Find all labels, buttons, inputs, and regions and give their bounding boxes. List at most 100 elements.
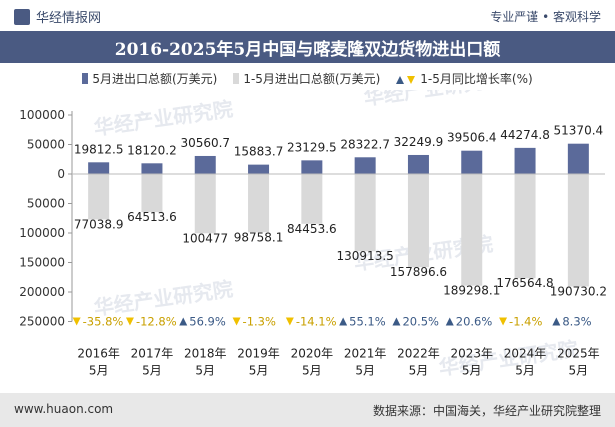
x-tick-label: 2024年 — [504, 347, 547, 361]
cumulative-value-label: 84453.6 — [287, 222, 337, 236]
growth-down-marker — [125, 317, 134, 326]
growth-up-marker — [392, 317, 401, 326]
cumulative-bar — [88, 174, 110, 220]
growth-value-label: 20.6% — [456, 315, 493, 329]
cumulative-bar — [514, 174, 536, 279]
legend-growth-markers-icon — [396, 75, 416, 84]
growth-down-marker — [232, 317, 241, 326]
growth-up-marker — [179, 317, 188, 326]
growth-value-label: 20.5% — [402, 315, 439, 329]
x-tick-label: 5月 — [249, 364, 269, 378]
cumulative-value-label: 77038.9 — [74, 217, 124, 231]
growth-up-marker — [445, 317, 454, 326]
x-tick-label: 5月 — [89, 364, 109, 378]
x-tick-label: 2017年 — [131, 347, 174, 361]
growth-value-label: 8.3% — [562, 315, 591, 329]
y-tick-label: 0 — [57, 167, 65, 181]
cumulative-value-label: 157896.6 — [390, 265, 447, 279]
x-tick-label: 2022年 — [397, 347, 440, 361]
legend-monthly-swatch — [82, 73, 89, 84]
legend-cumulative-label: 1-5月进出口总额(万美元) — [243, 72, 381, 86]
y-tick-label: 150000 — [19, 256, 65, 270]
growth-down-marker — [72, 317, 81, 326]
y-tick-label: 50000 — [27, 197, 65, 211]
cumulative-bar — [141, 174, 163, 213]
growth-up-marker — [552, 317, 561, 326]
cumulative-value-label: 176564.8 — [496, 276, 553, 290]
monthly-bar — [514, 147, 536, 174]
x-tick-label: 2023年 — [450, 347, 493, 361]
legend-cumulative: 1-5月进出口总额(万美元) — [233, 70, 380, 87]
x-tick-label: 2025年 — [557, 347, 600, 361]
monthly-bar — [248, 164, 270, 174]
y-tick-label: 250000 — [19, 315, 65, 329]
growth-up-marker — [339, 317, 348, 326]
x-tick-label: 2019年 — [237, 347, 280, 361]
cumulative-bar — [301, 174, 323, 224]
cumulative-value-label: 190730.2 — [550, 285, 607, 299]
monthly-bar — [461, 150, 483, 174]
monthly-value-label: 18120.2 — [127, 143, 177, 157]
x-tick-label: 5月 — [409, 364, 429, 378]
footer: www.huaon.com 数据来源：中国海关，华经产业研究院整理 — [0, 393, 615, 427]
x-tick-label: 2016年 — [77, 347, 120, 361]
x-tick-label: 5月 — [462, 364, 482, 378]
x-tick-label: 5月 — [355, 364, 375, 378]
growth-down-marker — [285, 317, 294, 326]
top-bar: 华经情报网 专业严谨 • 客观科学 — [0, 0, 615, 31]
monthly-value-label: 23129.5 — [287, 140, 337, 154]
x-tick-label: 5月 — [195, 364, 215, 378]
cumulative-bar — [248, 174, 270, 233]
growth-value-label: 55.1% — [349, 315, 386, 329]
x-tick-label: 5月 — [515, 364, 535, 378]
monthly-value-label: 30560.7 — [180, 136, 230, 150]
monthly-bar — [141, 163, 163, 174]
watermark-text: 华经产业研究院 — [92, 97, 234, 140]
legend-monthly: 5月进出口总额(万美元) — [82, 70, 217, 87]
growth-down-marker — [499, 317, 508, 326]
monthly-value-label: 15883.7 — [234, 145, 284, 159]
y-tick-label: 200000 — [19, 285, 65, 299]
monthly-value-label: 51370.4 — [554, 124, 604, 138]
x-tick-label: 5月 — [142, 364, 162, 378]
growth-value-label: -1.3% — [243, 315, 276, 329]
data-source: 数据来源：中国海关，华经产业研究院整理 — [372, 404, 601, 418]
cumulative-value-label: 64513.6 — [127, 210, 177, 224]
brand-name: 华经情报网 — [36, 11, 102, 26]
brand: 华经情报网 — [14, 7, 101, 26]
growth-value-label: -35.8% — [83, 315, 124, 329]
watermark-text: 华经产业研究院 — [362, 90, 504, 110]
y-tick-label: 100000 — [19, 226, 65, 240]
cumulative-bar — [407, 174, 429, 268]
monthly-bar — [407, 154, 429, 174]
x-tick-label: 2020年 — [291, 347, 334, 361]
x-tick-label: 2018年 — [184, 347, 227, 361]
cumulative-bar — [354, 174, 376, 252]
y-tick-label: 100000 — [19, 108, 65, 122]
monthly-bar — [194, 155, 216, 174]
cumulative-value-label: 98758.1 — [234, 230, 284, 244]
cumulative-value-label: 130913.5 — [337, 249, 394, 263]
monthly-bar — [567, 143, 589, 174]
chart-canvas: 华经产业研究院华经产业研究院华经产业研究院华经产业研究院华经产业研究院 1981… — [19, 90, 607, 380]
monthly-bar — [354, 157, 376, 174]
legend-monthly-label: 5月进出口总额(万美元) — [92, 72, 218, 86]
cumulative-value-label: 100477 — [182, 231, 228, 245]
legend-cumulative-swatch — [233, 73, 240, 84]
x-tick-label: 5月 — [569, 364, 589, 378]
growth-value-label: -14.1% — [296, 315, 337, 329]
legend-growth-label: 1-5月同比增长率(%) — [420, 72, 533, 86]
chart-legend: 5月进出口总额(万美元) 1-5月进出口总额(万美元) 1-5月同比增长率(%) — [0, 70, 615, 87]
growth-value-label: -12.8% — [136, 315, 177, 329]
monthly-value-label: 39506.4 — [447, 131, 497, 145]
growth-value-label: -1.4% — [509, 315, 542, 329]
monthly-value-label: 44274.8 — [500, 128, 550, 142]
monthly-value-label: 28322.7 — [340, 137, 390, 151]
y-tick-label: 50000 — [27, 138, 65, 152]
chart-title: 2016-2025年5月中国与喀麦隆双边货物进出口额 — [0, 31, 615, 63]
cumulative-bar — [194, 174, 216, 234]
x-tick-label: 5月 — [302, 364, 322, 378]
website-link[interactable]: www.huaon.com — [14, 402, 114, 416]
monthly-bar — [301, 160, 323, 174]
monthly-bar — [88, 162, 110, 174]
